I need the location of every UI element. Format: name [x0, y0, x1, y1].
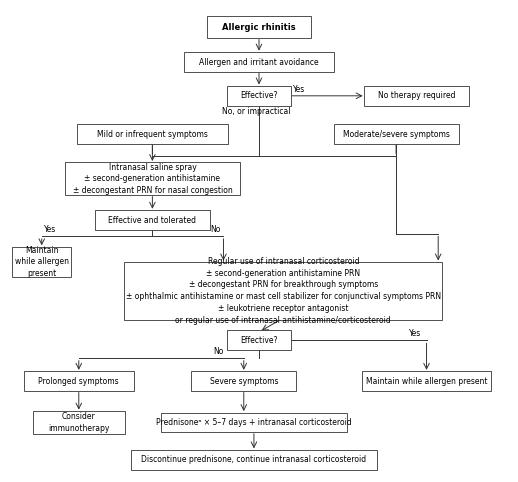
- FancyBboxPatch shape: [334, 124, 458, 144]
- Text: Effective?: Effective?: [240, 336, 278, 345]
- FancyBboxPatch shape: [12, 247, 71, 277]
- FancyBboxPatch shape: [227, 331, 291, 350]
- Text: Yes: Yes: [293, 85, 305, 94]
- Text: Effective and tolerated: Effective and tolerated: [108, 215, 196, 225]
- Text: Consider
immunotherapy: Consider immunotherapy: [48, 412, 109, 433]
- FancyBboxPatch shape: [207, 16, 311, 38]
- Text: Effective?: Effective?: [240, 91, 278, 100]
- Text: Mild or infrequent symptoms: Mild or infrequent symptoms: [97, 130, 208, 139]
- FancyBboxPatch shape: [33, 411, 125, 434]
- Text: No therapy required: No therapy required: [378, 91, 455, 100]
- FancyBboxPatch shape: [362, 371, 492, 391]
- Text: Allergen and irritant avoidance: Allergen and irritant avoidance: [199, 57, 319, 67]
- Text: Maintain while allergen present: Maintain while allergen present: [366, 377, 487, 386]
- FancyBboxPatch shape: [364, 86, 469, 106]
- Text: No: No: [213, 348, 224, 356]
- Text: Moderate/severe symptoms: Moderate/severe symptoms: [342, 130, 450, 139]
- FancyBboxPatch shape: [184, 52, 334, 72]
- FancyBboxPatch shape: [161, 413, 347, 432]
- FancyBboxPatch shape: [192, 371, 296, 391]
- FancyBboxPatch shape: [24, 371, 134, 391]
- FancyBboxPatch shape: [227, 86, 291, 106]
- FancyBboxPatch shape: [95, 210, 210, 230]
- Text: Allergic rhinitis: Allergic rhinitis: [222, 23, 296, 32]
- Text: Severe symptoms: Severe symptoms: [209, 377, 278, 386]
- FancyBboxPatch shape: [131, 450, 377, 470]
- Text: Regular use of intranasal corticosteroid
± second-generation antihistamine PRN
±: Regular use of intranasal corticosteroid…: [126, 257, 441, 325]
- Text: Intranasal saline spray
± second-generation antihistamine
± decongestant PRN for: Intranasal saline spray ± second-generat…: [73, 162, 232, 195]
- FancyBboxPatch shape: [77, 124, 227, 144]
- Text: No: No: [210, 225, 221, 234]
- Text: Maintain
while allergen
present: Maintain while allergen present: [15, 246, 69, 278]
- Text: Yes: Yes: [409, 330, 422, 338]
- Text: Prednisoneᵃ × 5–7 days + intranasal corticosteroid: Prednisoneᵃ × 5–7 days + intranasal cort…: [156, 418, 352, 427]
- Text: No, or impractical: No, or impractical: [222, 107, 291, 116]
- FancyBboxPatch shape: [124, 262, 442, 320]
- Text: Prolonged symptoms: Prolonged symptoms: [38, 377, 119, 386]
- Text: Discontinue prednisone, continue intranasal corticosteroid: Discontinue prednisone, continue intrana…: [141, 455, 367, 464]
- FancyBboxPatch shape: [65, 162, 240, 195]
- Text: Yes: Yes: [44, 225, 56, 234]
